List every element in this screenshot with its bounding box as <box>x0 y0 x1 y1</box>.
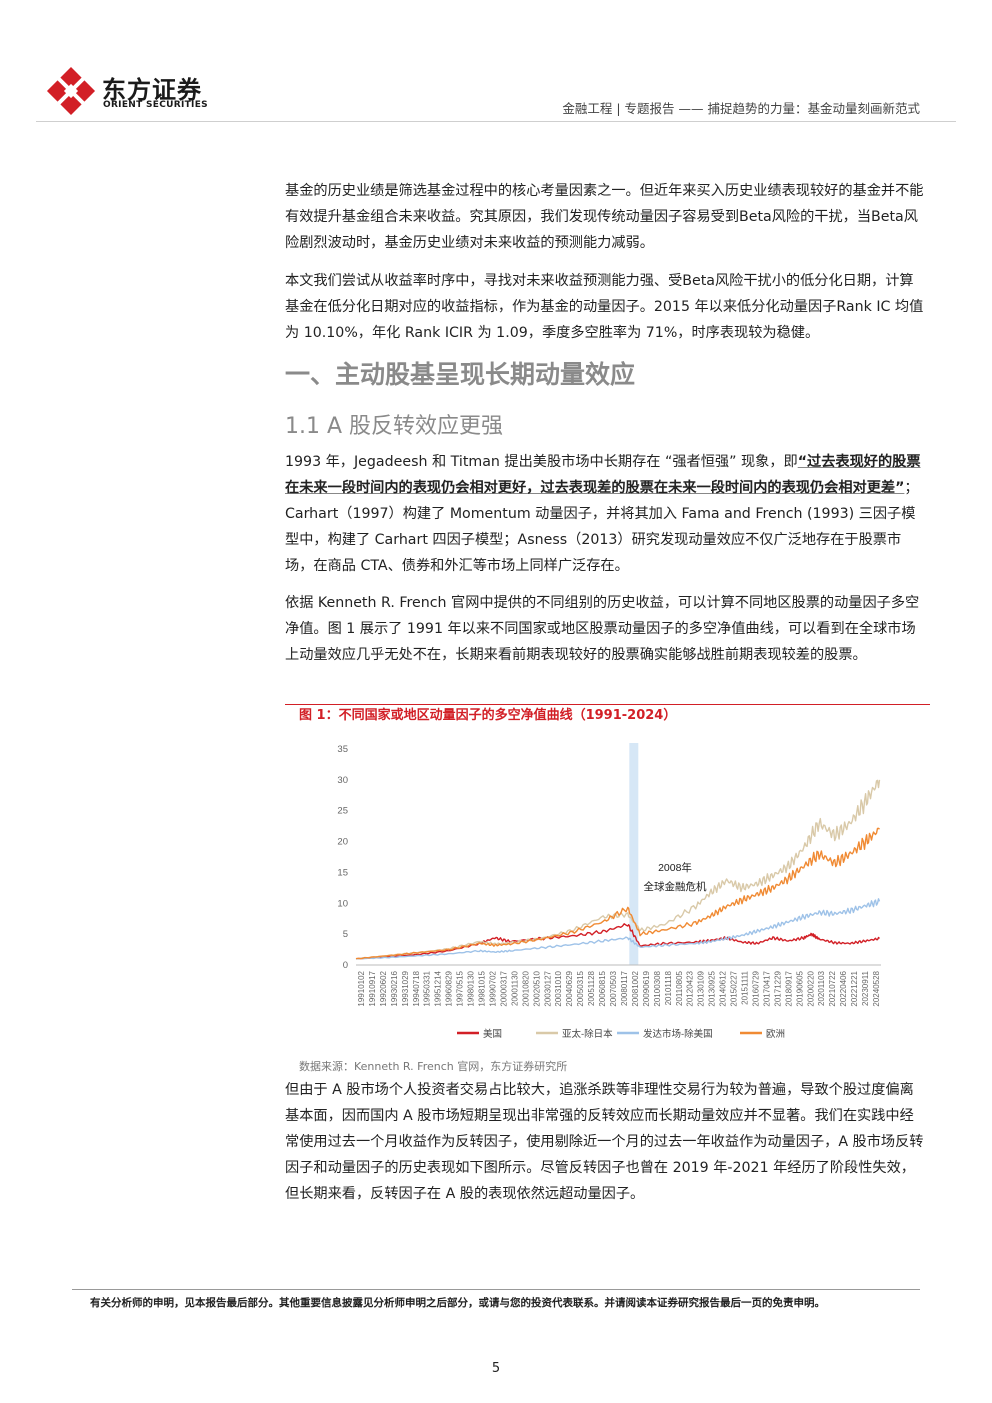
x-tick-label: 20210722 <box>828 970 837 1006</box>
y-tick-label: 30 <box>337 775 348 786</box>
x-tick-label: 19920602 <box>379 970 388 1006</box>
figure-title-rule <box>285 704 930 705</box>
x-tick-label: 19990702 <box>488 970 497 1006</box>
brand-name-en: ORIENT SECURITIES <box>103 100 208 110</box>
brand-name-cn: 东方证券 <box>102 76 202 104</box>
x-tick-label: 20130109 <box>697 970 706 1006</box>
y-tick-label: 15 <box>337 867 348 878</box>
paragraph-momentum-history: 1993 年，Jegadeesh 和 Titman 提出美股市场中长期存在 “强… <box>285 449 925 579</box>
header-breadcrumb: 金融工程 | 专题报告 —— 捕捉趋势的力量：基金动量刻画新范式 <box>562 101 920 116</box>
x-tick-label: 20030127 <box>543 970 552 1006</box>
x-tick-label: 19960829 <box>445 970 454 1006</box>
x-tick-label: 20101118 <box>664 970 673 1005</box>
x-tick-label: 20020510 <box>532 970 541 1006</box>
x-tick-label: 20010820 <box>521 970 530 1006</box>
paragraph-french-data: 依据 Kenneth R. French 官网中提供的不同组别的历史收益，可以计… <box>285 595 920 663</box>
x-tick-label: 20110805 <box>675 970 684 1006</box>
paragraph-a-share: 但由于 A 股市场个人投资者交易占比较大，追涨杀跌等非理性交易行为较为普遍，导致… <box>285 1082 924 1202</box>
x-tick-label: 20221221 <box>850 970 859 1006</box>
x-tick-label: 20150227 <box>730 970 739 1006</box>
x-tick-label: 20090619 <box>642 970 651 1006</box>
footer-disclaimer: 有关分析师的申明，见本报告最后部分。其他重要信息披露见分析师申明之后部分，或请与… <box>90 1297 825 1309</box>
header-divider <box>36 121 956 122</box>
figure-source: 数据来源：Kenneth R. French 官网，东方证券研究所 <box>299 1060 568 1073</box>
x-tick-label: 19930216 <box>390 970 399 1006</box>
y-tick-label: 0 <box>343 960 348 971</box>
y-tick-label: 5 <box>343 929 348 940</box>
x-tick-label: 20070503 <box>609 970 618 1006</box>
x-tick-label: 20080117 <box>620 970 629 1006</box>
x-tick-label: 20180917 <box>784 970 793 1006</box>
x-tick-label: 20170417 <box>762 970 771 1006</box>
x-tick-label: 20000317 <box>499 970 508 1006</box>
x-tick-label: 19980130 <box>467 970 476 1006</box>
y-tick-label: 25 <box>337 806 348 817</box>
x-tick-label: 20200220 <box>806 970 815 1006</box>
subsection-heading: 1.1 A 股反转效应更强 <box>285 414 504 439</box>
x-tick-label: 20230911 <box>861 970 870 1006</box>
x-tick-label: 19940718 <box>412 970 421 1006</box>
x-tick-label: 20001130 <box>510 970 519 1006</box>
figure-title: 图 1：不同国家或地区动量因子的多空净值曲线（1991-2024） <box>299 708 677 723</box>
legend-label-0: 美国 <box>483 1028 502 1040</box>
series-line-0 <box>355 923 880 960</box>
legend-label-2: 发达市场-除美国 <box>643 1028 713 1040</box>
x-tick-label: 19950331 <box>423 970 432 1006</box>
x-tick-label: 19981015 <box>478 970 487 1006</box>
x-tick-label: 20060815 <box>598 970 607 1006</box>
series-line-1 <box>355 779 881 960</box>
x-tick-label: 20050315 <box>576 970 585 1006</box>
y-tick-label: 35 <box>337 744 348 755</box>
series-line-3 <box>355 827 880 960</box>
crisis-highlight-band <box>629 743 639 965</box>
x-tick-label: 19910102 <box>357 970 366 1006</box>
x-tick-label: 20240528 <box>872 970 881 1006</box>
x-tick-label: 20190605 <box>795 970 804 1006</box>
paragraph-intro-2: 本文我们尝试从收益率时序中，寻找对未来收益预测能力强、受Beta风险干扰小的低分… <box>285 273 924 341</box>
paragraph-intro-1: 基金的历史业绩是筛选基金过程中的核心考量因素之一。但近年来买入历史业绩表现较好的… <box>285 183 924 251</box>
crisis-annotation-label: 全球金融危机 <box>644 880 707 893</box>
x-tick-label: 20081002 <box>631 970 640 1006</box>
section-heading: 一、主动股基呈现长期动量效应 <box>285 360 636 389</box>
x-tick-label: 20140612 <box>719 970 728 1006</box>
x-tick-label: 20171229 <box>773 970 782 1006</box>
footer-divider <box>72 1289 920 1290</box>
crisis-annotation-year: 2008年 <box>658 861 692 874</box>
paragraph-momentum-part-c: ；Carhart（1997）构建了 Momentum 动量因子，并将其加入 Fa… <box>285 480 919 574</box>
y-tick-label: 10 <box>337 898 348 909</box>
paragraph-momentum-part-a: 1993 年，Jegadeesh 和 Titman 提出美股市场中长期存在 “强… <box>285 454 798 470</box>
x-tick-label: 19931029 <box>401 970 410 1006</box>
x-tick-label: 20040629 <box>565 970 574 1006</box>
x-tick-label: 20151111 <box>741 970 750 1004</box>
x-tick-label: 20130925 <box>708 970 717 1006</box>
quote-emphasis: “过去表现好的股票在未来一段时间内的表现仍会相对更好，过去表现差的股票在未来一段… <box>285 454 921 496</box>
legend-label-1: 亚太-除日本 <box>562 1028 613 1040</box>
x-tick-label: 20051128 <box>587 970 596 1006</box>
page-number: 5 <box>491 1361 501 1376</box>
x-tick-label: 20120423 <box>686 970 695 1006</box>
x-tick-label: 20100308 <box>653 970 662 1006</box>
x-tick-label: 20220406 <box>839 970 848 1006</box>
x-tick-label: 19910917 <box>368 970 377 1006</box>
legend-label-3: 欧洲 <box>766 1028 785 1040</box>
orient-securities-logo <box>46 66 96 116</box>
y-tick-label: 20 <box>337 837 348 848</box>
x-tick-label: 20201103 <box>817 970 826 1006</box>
x-tick-label: 20031010 <box>554 970 563 1006</box>
x-tick-label: 20160729 <box>751 970 760 1006</box>
x-tick-label: 19970515 <box>456 970 465 1006</box>
x-tick-label: 19951214 <box>434 970 443 1006</box>
series-line-2 <box>355 898 881 960</box>
